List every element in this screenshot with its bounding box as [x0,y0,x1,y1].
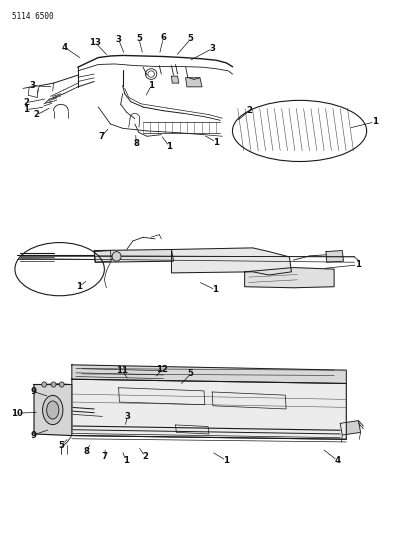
Text: 13: 13 [89,38,102,47]
Text: 9: 9 [30,431,36,440]
Polygon shape [186,78,202,87]
Text: 3: 3 [29,81,35,90]
Text: 1: 1 [223,456,229,465]
Text: 5114 6500: 5114 6500 [12,12,54,21]
Text: 8: 8 [133,139,139,148]
Text: 1: 1 [372,117,378,126]
Text: 1: 1 [76,282,82,291]
Text: 12: 12 [157,365,169,374]
Text: 4: 4 [334,456,340,465]
Text: 3: 3 [124,412,131,421]
Text: 2: 2 [246,106,253,115]
Text: 1: 1 [166,142,173,151]
Text: 10: 10 [11,409,23,418]
Text: 2: 2 [23,98,29,107]
Polygon shape [212,392,286,409]
Ellipse shape [42,395,63,425]
Text: 2: 2 [142,452,148,461]
Text: 1: 1 [123,456,129,465]
Polygon shape [72,379,346,439]
Text: 1: 1 [355,261,361,269]
Polygon shape [326,251,344,262]
Polygon shape [175,425,209,434]
Polygon shape [119,387,205,405]
Polygon shape [72,365,346,383]
Ellipse shape [51,382,56,387]
Text: 11: 11 [116,366,128,375]
Text: 1: 1 [213,285,218,294]
Text: 4: 4 [62,43,68,52]
Text: 2: 2 [33,110,40,119]
Text: 1: 1 [148,81,154,90]
Text: 7: 7 [98,132,104,141]
Text: 5: 5 [188,369,193,378]
Polygon shape [34,384,72,435]
Polygon shape [171,248,291,275]
Text: 3: 3 [209,44,215,53]
Text: 5: 5 [58,441,64,450]
Text: 9: 9 [30,387,36,396]
Polygon shape [171,76,179,83]
Text: 3: 3 [115,35,122,44]
Text: 1: 1 [23,105,29,114]
Text: 5: 5 [136,35,142,44]
Text: 7: 7 [101,453,107,462]
Polygon shape [245,268,334,288]
Polygon shape [94,249,173,262]
Ellipse shape [112,252,121,261]
Text: 8: 8 [83,447,89,456]
Ellipse shape [42,382,47,387]
Ellipse shape [59,382,64,387]
Text: 5: 5 [188,35,193,44]
Polygon shape [340,421,361,435]
Ellipse shape [47,401,59,419]
Text: 1: 1 [213,138,219,147]
Text: 6: 6 [160,34,166,43]
